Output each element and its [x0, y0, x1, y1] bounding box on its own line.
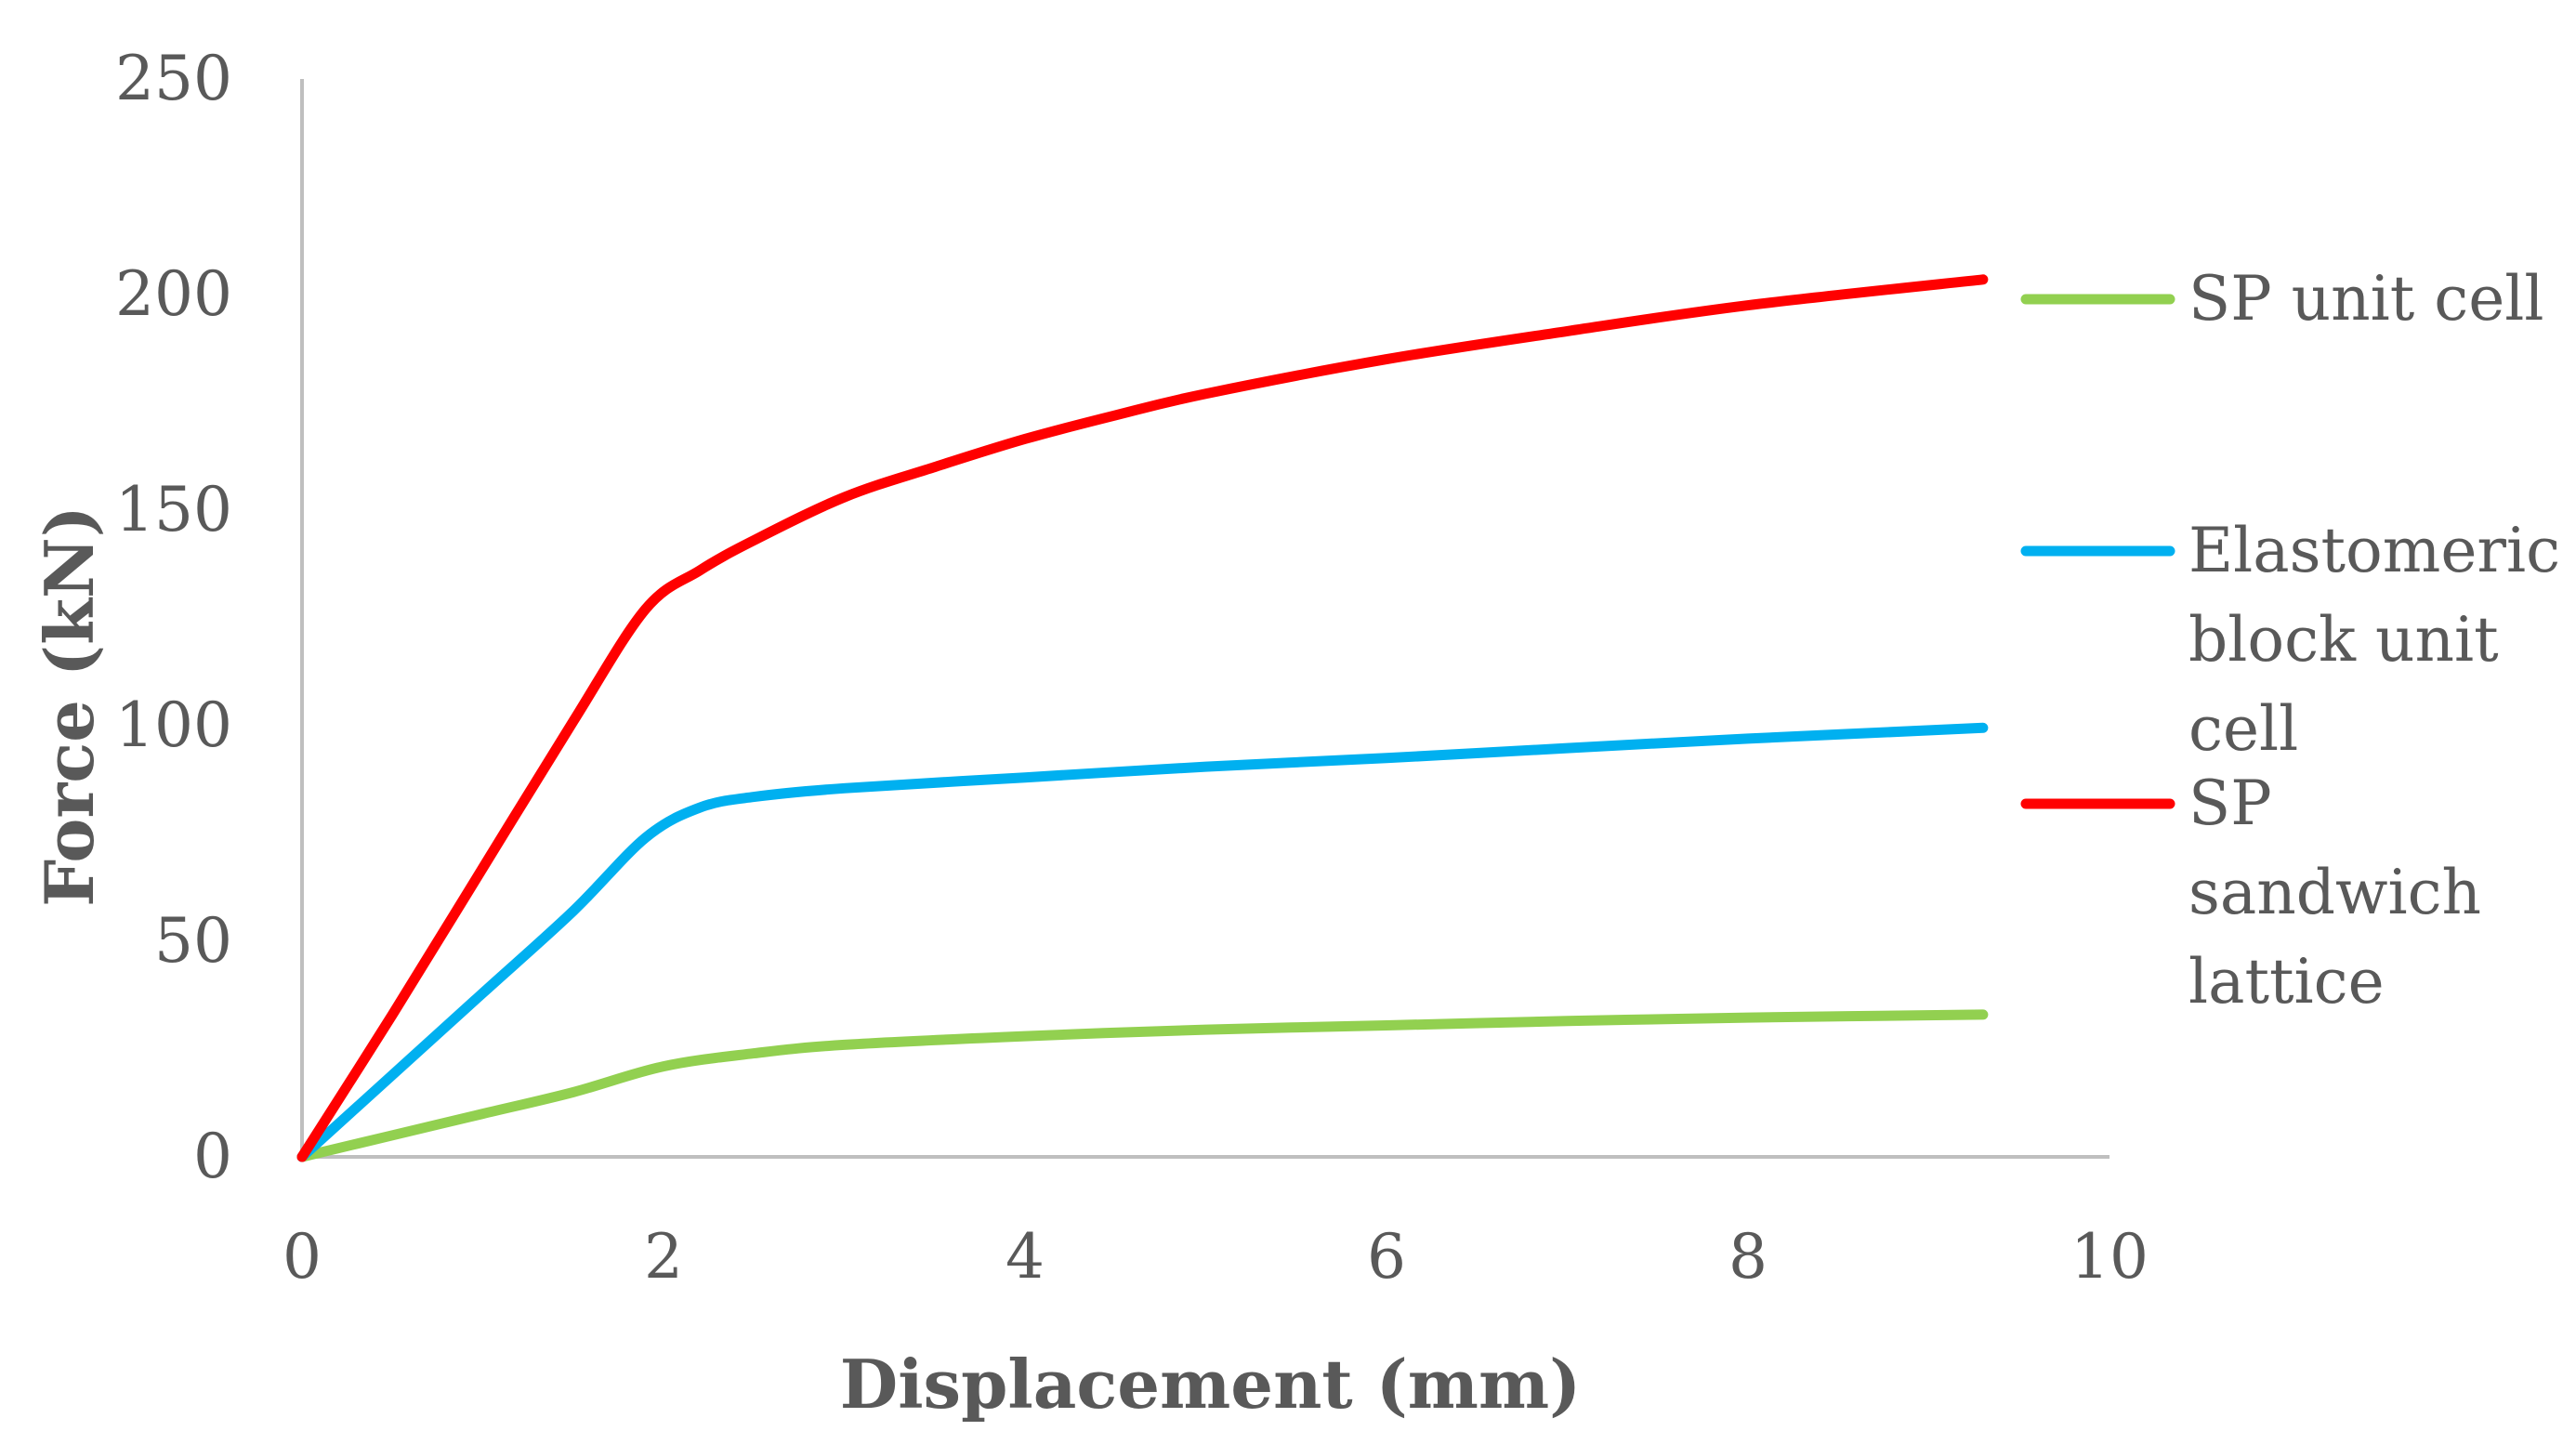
- legend-label-3: sandwich: [2188, 857, 2481, 928]
- y-tick-label: 0: [193, 1121, 232, 1192]
- legend-label-2: Elastomeric: [2188, 515, 2560, 586]
- chart-axes: [300, 79, 2109, 1159]
- series-lines: [296, 274, 1989, 1162]
- x-axis-title: Displacement (mm): [840, 1345, 1581, 1424]
- legend-label-1: SP unit cell: [2188, 263, 2543, 335]
- y-tick-label: 100: [115, 689, 232, 761]
- legend-label-3: lattice: [2188, 946, 2385, 1017]
- x-tick-label: 4: [1005, 1221, 1045, 1293]
- y-tick-label: 200: [115, 258, 232, 330]
- x-tick-label: 8: [1728, 1221, 1768, 1293]
- x-tick-label: 0: [283, 1221, 322, 1293]
- y-axis-title: Force (kN): [30, 505, 109, 907]
- series-line-1: [296, 1009, 1989, 1162]
- y-tick-label: 150: [115, 474, 232, 545]
- series-line-2: [296, 722, 1989, 1162]
- x-tick-label: 6: [1367, 1221, 1406, 1293]
- series-line-3: [296, 274, 1989, 1162]
- legend-label-3: SP: [2188, 768, 2272, 839]
- tick-labels: 0 50 100 150 200 250 0 2 4 6 8 10: [115, 43, 2149, 1293]
- y-tick-label: 50: [154, 905, 232, 977]
- y-tick-label: 250: [115, 43, 232, 114]
- legend-label-2: cell: [2188, 693, 2298, 765]
- legend-label-2: block unit: [2188, 604, 2499, 676]
- x-tick-label: 2: [644, 1221, 683, 1293]
- x-tick-label: 10: [2070, 1221, 2149, 1293]
